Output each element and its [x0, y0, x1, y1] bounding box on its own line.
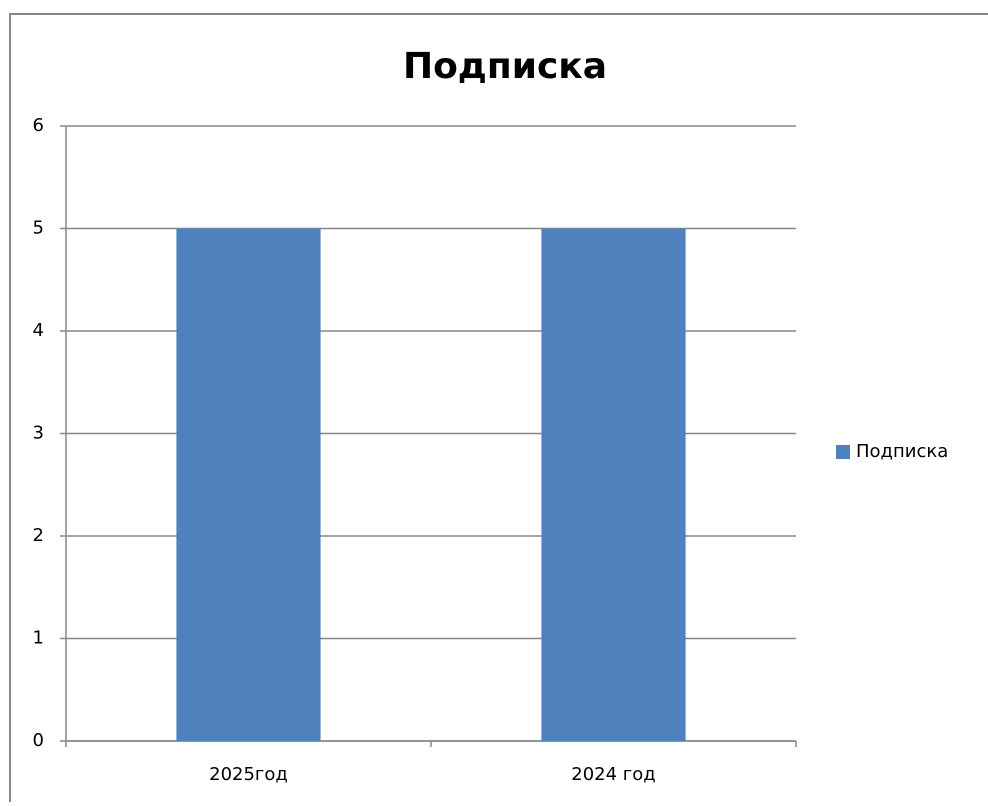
legend-label: Подписка: [856, 441, 948, 462]
y-tick-label: 5: [33, 218, 44, 239]
chart-title: Подписка: [403, 46, 607, 87]
y-tick-label: 4: [33, 320, 44, 341]
y-tick-label: 2: [33, 525, 44, 546]
legend-swatch: [836, 445, 850, 459]
x-tick-label: 2024 год: [571, 764, 655, 785]
y-tick-label: 6: [33, 115, 44, 136]
chart-border: [9, 13, 988, 802]
y-tick-label: 0: [33, 730, 44, 751]
y-tick-label: 3: [33, 423, 44, 444]
bar: [541, 228, 686, 741]
y-tick-label: 1: [33, 628, 44, 649]
bar: [176, 228, 321, 741]
x-tick-label: 2025год: [209, 764, 288, 785]
